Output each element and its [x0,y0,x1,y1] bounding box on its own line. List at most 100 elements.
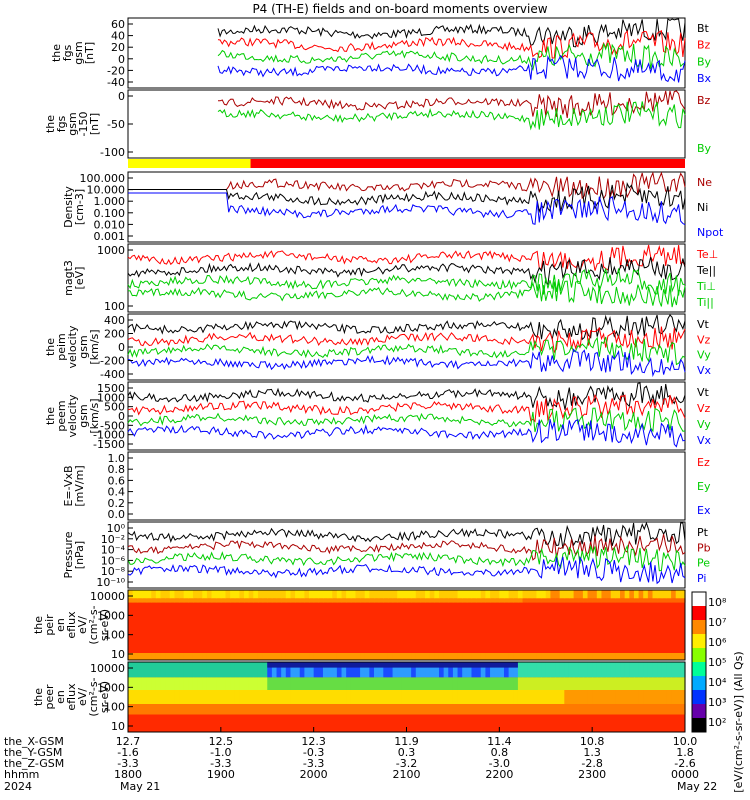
x-tick-label: 11.9 [394,735,419,748]
spectrogram-cell [281,653,287,660]
colorbar-segment [692,648,706,663]
spectrogram-cell [420,677,426,690]
spectrogram-cell [406,598,412,603]
spectrogram-cell [448,590,454,599]
x-tick-label: -2.6 [674,757,695,770]
spectrogram-cell [448,704,454,715]
spectrogram-cell [587,590,593,599]
legend-Bt: Bt [697,22,710,35]
spectrogram-cell [151,677,157,690]
spectrogram-cell [508,677,514,690]
spectrogram-cell [513,677,519,690]
spectrogram-cell [675,704,681,715]
spectrogram-cell [225,653,231,660]
legend-By: By [697,142,712,155]
spectrogram-cell [471,653,477,660]
spectrogram-cell [513,704,519,715]
spectrogram-cell [188,677,194,690]
spectrogram-cell [336,690,343,704]
spectrogram-cell [476,590,482,599]
spectrogram-cell [383,704,389,715]
spectrogram-cell [322,662,329,678]
spectrogram-cell [527,598,533,603]
spectrogram-cell [271,590,278,599]
spectrogram-cell [211,677,217,690]
series-Bx [217,54,686,83]
spectrogram-cell [318,662,324,678]
panel-temp: 1000 100 magt3[eV] Te⊥ Te|| Ti⊥ Ti|| [62,243,718,313]
spectrogram-cell [304,653,310,660]
spectrogram-cell [550,598,556,603]
spectrogram-cell [438,598,445,603]
spectrogram-cell [601,598,607,603]
spectrogram-cell [179,662,185,678]
spectrogram-cell [346,662,352,678]
y-tick-label: 100.000 [80,172,126,185]
y-tick-label: 10⁻⁸ [101,565,126,578]
spectrogram-cell [457,662,463,678]
spectrogram-cell [146,704,152,715]
y-tick-label: 400 [104,314,125,327]
spectrogram-cell [155,690,162,704]
spectrogram-cell [606,662,612,678]
spectrogram-cell [425,598,431,603]
spectrogram-cell [216,590,222,599]
spectrogram-cell [476,677,482,690]
spectrogram-cell [183,598,189,603]
spectrogram-cell [341,704,347,715]
spectrogram-cell [652,662,658,678]
spectrogram-cell [318,677,324,690]
spectrogram-cell [165,677,171,690]
spectrogram-cell [647,598,654,603]
spectrogram-cell [555,677,561,690]
spectrogram-cell [629,590,635,599]
spectrogram-cell [536,690,542,704]
spectrogram-cell [485,653,491,660]
spectrogram-cell [425,704,431,715]
spectrogram-cell [671,662,677,678]
spectrogram-cell [568,598,575,603]
spectrogram-cell [675,653,681,660]
spectrogram-cell [350,662,357,678]
spectrogram-cell [387,590,394,599]
spectrogram-cell [341,653,347,660]
spectrogram-cell [448,653,454,660]
x-tick-label: 1.8 [676,746,694,759]
spectrogram-cell [132,677,138,690]
spectrogram-cell [480,690,487,704]
spectrogram-cell [336,590,343,599]
spectrogram-cell [550,590,556,599]
spectrogram-cell [192,704,199,715]
spectrogram-cell [234,677,240,690]
spectrogram-cell [216,704,222,715]
spectrogram-cell [411,704,417,715]
spectrogram-cell [438,677,445,690]
y-tick-label: 10 [111,648,125,661]
spectrogram-cell [346,704,352,715]
spectrogram-cell [652,704,658,715]
x-row-label: the_X-GSM [4,735,64,748]
spectrogram-cell [457,704,463,715]
x-tick-label: -3.3 [210,757,231,770]
spectrogram-cell [675,598,681,603]
spectrogram-cell [503,704,510,715]
series-Ti|| [127,280,686,308]
spectrogram-cell [620,662,626,678]
spectrogram-cell [568,653,575,660]
spectrogram-cell [522,704,528,715]
spectrogram-cell [624,590,630,599]
x-tick-label: -0.3 [303,746,324,759]
spectrogram-cell [429,662,435,678]
y-tick-label: 0.010 [94,218,126,231]
y-tick-label: -500 [100,419,125,432]
spectrogram-cell [657,690,663,704]
spectrogram-cell [309,704,315,715]
colorbar-segment [692,606,706,621]
spectrogram-cell [452,704,459,715]
x-tick-label: 2200 [485,768,513,781]
spectrogram-cell [671,598,677,603]
spectrogram-cell [155,677,162,690]
spectrogram-cell [476,704,482,715]
spectrogram-cell [466,662,473,678]
